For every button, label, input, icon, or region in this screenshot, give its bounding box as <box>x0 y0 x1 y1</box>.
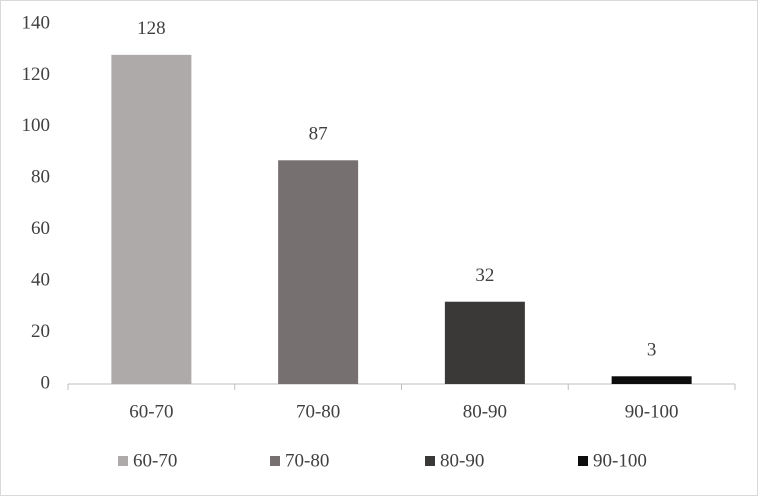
y-tick-label: 20 <box>31 321 50 342</box>
legend-swatch <box>425 456 435 466</box>
y-tick-label: 120 <box>22 64 51 85</box>
data-label: 128 <box>137 18 166 39</box>
y-tick-label: 60 <box>31 218 50 239</box>
data-label: 3 <box>647 340 657 361</box>
bar <box>111 54 192 384</box>
legend-label: 60-70 <box>133 450 177 471</box>
data-label: 32 <box>475 265 494 286</box>
bar <box>278 160 359 384</box>
x-tick-label: 90-100 <box>625 401 679 422</box>
legend-swatch <box>118 456 128 466</box>
y-tick-label: 100 <box>22 115 51 136</box>
x-tick-label: 70-80 <box>296 401 340 422</box>
legend-swatch <box>270 456 280 466</box>
y-tick-label: 80 <box>31 167 50 188</box>
x-tick-label: 60-70 <box>129 401 173 422</box>
y-tick-label: 40 <box>31 270 50 291</box>
bar <box>611 376 692 384</box>
legend-label: 90-100 <box>593 450 647 471</box>
legend-label: 80-90 <box>440 450 484 471</box>
data-label: 87 <box>309 124 328 145</box>
y-tick-label: 0 <box>41 372 51 393</box>
y-tick-label: 140 <box>22 12 51 33</box>
legend-swatch <box>578 456 588 466</box>
x-tick-label: 80-90 <box>463 401 507 422</box>
legend-label: 70-80 <box>285 450 329 471</box>
bar <box>444 301 525 384</box>
